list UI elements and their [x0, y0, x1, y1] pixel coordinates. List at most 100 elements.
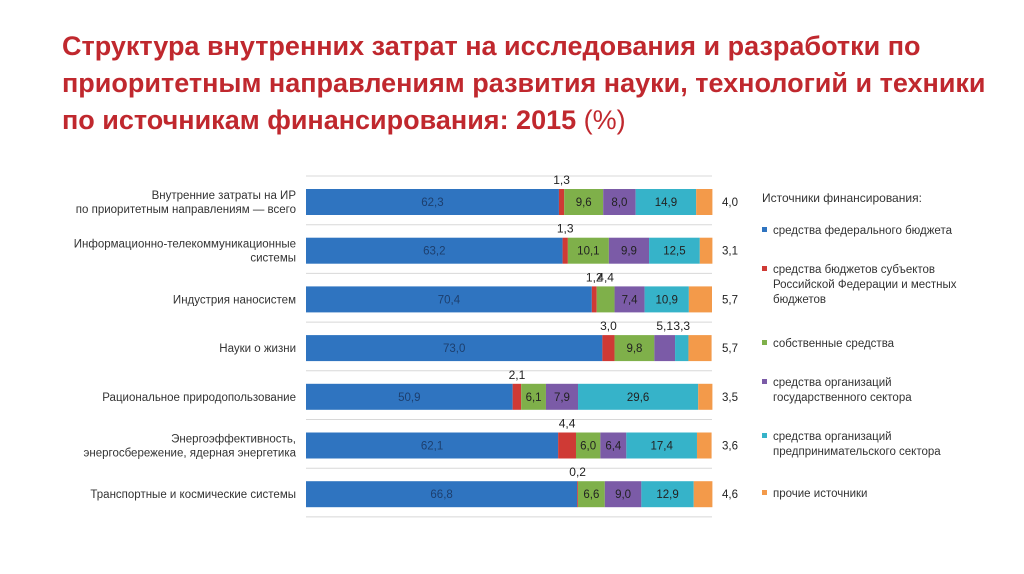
bar-segment — [562, 237, 568, 264]
legend-label: средства организаций — [773, 377, 892, 389]
category-label: энергосбережение, ядерная энергетика — [84, 448, 297, 460]
data-label: 9,9 — [621, 246, 637, 258]
data-label: 7,4 — [622, 294, 639, 306]
data-label: 1,2 — [586, 270, 603, 284]
data-label: 7,9 — [554, 392, 570, 404]
bar-segment — [696, 189, 713, 215]
legend-swatch — [762, 490, 767, 495]
bar-segment — [577, 481, 579, 508]
data-label: 4,6 — [722, 489, 738, 501]
bar-segment — [596, 286, 615, 313]
legend-label: средства бюджетов субъектов — [773, 264, 935, 276]
data-label: 10,9 — [656, 294, 678, 306]
data-label: 2,1 — [509, 368, 526, 382]
chart-title: Структура внутренних затрат на исследова… — [62, 28, 1002, 139]
bar-segment — [564, 189, 604, 215]
data-label: 62,1 — [421, 441, 443, 453]
data-label: 70,4 — [438, 294, 461, 306]
data-label: 6,0 — [580, 441, 596, 453]
bar-segment — [654, 335, 676, 362]
data-label: 66,8 — [430, 489, 452, 501]
legend-title: Источники финансирования: — [762, 191, 922, 205]
bar-segment — [558, 432, 576, 459]
chart-title-text: Структура внутренних затрат на исследова… — [62, 31, 986, 135]
data-label: 3,6 — [722, 441, 738, 453]
data-label: 9,0 — [615, 489, 631, 501]
data-label: 4,4 — [559, 417, 576, 431]
data-label: 3,0 — [600, 319, 617, 333]
bar-segment — [644, 286, 689, 313]
bar-segment — [649, 237, 700, 264]
data-label: 6,6 — [583, 489, 599, 501]
category-label: по приоритетным направлениям — всего — [76, 204, 296, 216]
bar-segment — [578, 383, 699, 410]
legend-label: государственного сектора — [773, 392, 912, 404]
data-label: 0,2 — [569, 465, 586, 479]
category-label: системы — [250, 253, 296, 265]
chart-title-unit: (%) — [583, 105, 626, 135]
category-label: Внутренние затраты на ИР — [152, 190, 297, 202]
bar-segment — [626, 432, 697, 459]
legend-swatch — [762, 227, 767, 232]
data-label: 12,9 — [656, 489, 678, 501]
data-label: 62,3 — [421, 197, 443, 209]
bar-segment — [696, 432, 712, 459]
data-label: 29,6 — [627, 392, 649, 404]
data-label: 3,5 — [722, 392, 738, 404]
legend-label: средства федерального бюджета — [773, 225, 953, 237]
bar-segment — [558, 189, 565, 215]
bar-segment — [602, 335, 615, 362]
bar-segment — [306, 237, 563, 264]
bar-segment — [306, 432, 559, 459]
bar-segment — [693, 481, 713, 508]
bar-segment — [521, 383, 546, 410]
data-label: 73,0 — [443, 343, 465, 355]
bar-segment — [675, 335, 689, 362]
data-label: 9,6 — [576, 197, 592, 209]
data-label: 1,3 — [553, 173, 570, 187]
legend-label: предпринимательского сектора — [773, 446, 941, 458]
bar-segment — [578, 481, 605, 508]
bar-segment — [512, 383, 522, 410]
category-label: Транспортные и космические системы — [90, 489, 296, 501]
bar-segment — [641, 481, 694, 508]
category-label: Науки о жизни — [219, 343, 296, 355]
data-label: 63,2 — [423, 246, 445, 258]
bar-segment — [688, 335, 712, 362]
data-label: 6,1 — [526, 392, 542, 404]
bar-segment — [614, 286, 645, 313]
data-label: 3,3 — [673, 319, 690, 333]
data-label: 17,4 — [650, 441, 673, 453]
bar-segment — [614, 335, 655, 362]
category-label: Энергоэффективность, — [171, 434, 296, 446]
bar-segment — [635, 189, 697, 215]
bar-segment — [567, 237, 609, 264]
bar-segment — [575, 432, 601, 459]
legend-label: бюджетов — [773, 294, 826, 306]
data-label: 3,1 — [722, 246, 738, 258]
data-label: 5,7 — [722, 294, 738, 306]
bar-segment — [306, 335, 603, 362]
data-label: 12,5 — [663, 246, 685, 258]
bar-segment — [306, 286, 592, 313]
data-label: 8,0 — [611, 197, 627, 209]
bar-segment — [688, 286, 712, 313]
legend-swatch — [762, 433, 767, 438]
legend-label: прочие источники — [773, 488, 867, 500]
data-label: 50,9 — [398, 392, 420, 404]
data-label: 1,3 — [557, 222, 574, 236]
data-label: 4,4 — [597, 270, 614, 284]
legend-swatch — [762, 379, 767, 384]
legend-label: Российской Федерации и местных — [773, 279, 957, 291]
legend-swatch — [762, 340, 767, 345]
legend-swatch — [762, 266, 767, 271]
data-label: 14,9 — [655, 197, 677, 209]
bar-segment — [600, 432, 627, 459]
legend-label: собственные средства — [773, 338, 895, 350]
legend-label: средства организаций — [773, 431, 892, 443]
bar-segment — [604, 481, 642, 508]
category-label: Индустрия наносистем — [173, 294, 296, 306]
bar-segment — [699, 237, 713, 264]
data-label: 5,1 — [656, 319, 673, 333]
data-label: 9,8 — [626, 343, 642, 355]
